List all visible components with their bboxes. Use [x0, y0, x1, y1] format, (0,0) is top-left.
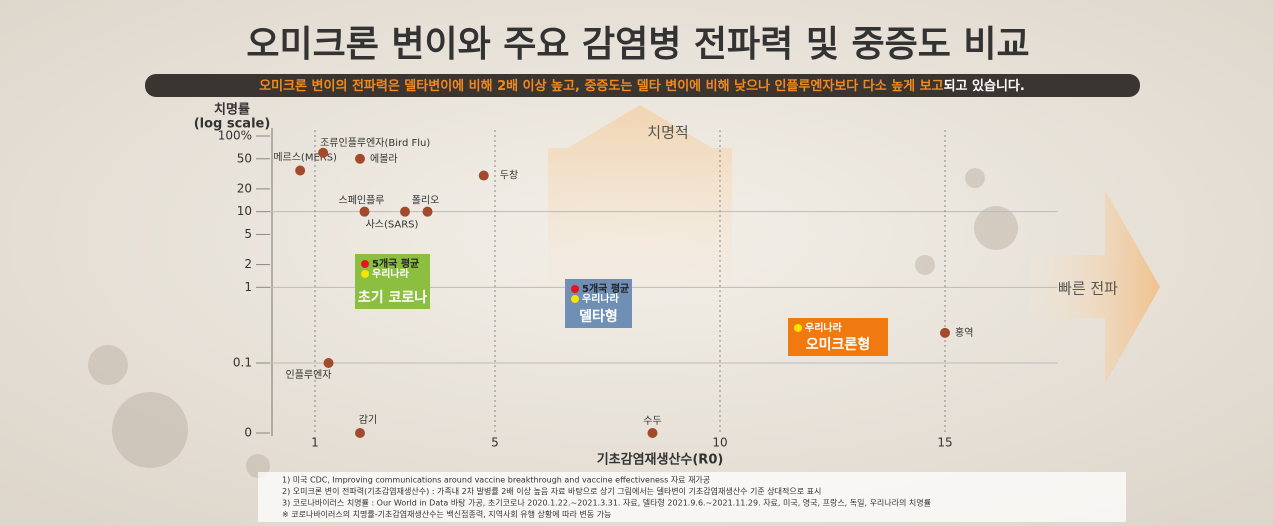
footnote: 2) 오미크론 변이 전파력(기초감염재생산수) : 가족내 2차 발병률 2배… — [282, 486, 821, 496]
y-axis-title: 치명률 — [214, 102, 250, 118]
data-point — [355, 154, 365, 164]
x-tick-label: 10 — [712, 436, 727, 450]
point-label: 사스(SARS) — [366, 219, 419, 231]
data-point — [360, 207, 370, 217]
group-label: 오미크론형 — [806, 336, 870, 353]
chart: 오미크론 변이와 주요 감염병 전파력 및 중증도 비교 오미크론 변이의 전파… — [0, 0, 1273, 526]
data-point — [324, 358, 334, 368]
point-label: 홍역 — [955, 326, 973, 339]
y-tick-label: 2 — [244, 257, 252, 271]
group-label: 델타형 — [579, 308, 618, 325]
annotation-up: 치명적 — [647, 124, 688, 142]
y-tick-label: 0 — [244, 426, 252, 440]
data-point — [648, 428, 658, 438]
data-point — [423, 207, 433, 217]
y-tick-label: 1 — [244, 280, 252, 294]
y-tick-label: 5 — [244, 227, 252, 241]
point-label: 감기 — [359, 414, 377, 426]
point-label: 조류인플루엔자(Bird Flu) — [320, 137, 430, 149]
y-tick-label: 20 — [237, 181, 252, 195]
data-point — [295, 165, 305, 175]
footnote: 3) 코로나바이러스 치명률 : Our World in Data 바탕 가공… — [282, 498, 931, 508]
group-label: 초기 코로나 — [358, 290, 427, 306]
group-item-label: 우리나라 — [805, 321, 843, 334]
group-item-label: 우리나라 — [582, 292, 620, 305]
group-dot — [571, 285, 579, 293]
x-tick-label: 5 — [491, 436, 499, 450]
chart-title: 오미크론 변이와 주요 감염병 전파력 및 중증도 비교 — [246, 24, 1029, 65]
x-axis-title: 기초감염재생산수(R0) — [597, 452, 724, 468]
subtitle: 오미크론 변이의 전파력은 델타변이에 비해 2배 이상 높고, 중증도는 델타… — [259, 78, 1025, 94]
y-tick-label: 10 — [237, 204, 252, 218]
footnote: 1) 미국 CDC, Improving communications arou… — [282, 476, 710, 485]
x-tick-label: 15 — [937, 436, 952, 450]
y-tick-label: 100% — [218, 128, 252, 142]
point-label: 두창 — [500, 170, 518, 182]
y-tick-label: 50 — [237, 151, 252, 165]
x-tick-label: 1 — [311, 436, 319, 450]
data-point — [400, 207, 410, 217]
point-label: 수두 — [643, 415, 661, 427]
data-point — [355, 428, 365, 438]
annotation-right: 빠른 전파 — [1058, 280, 1118, 298]
subtitle-highlight: 오미크론 변이의 전파력은 델타변이에 비해 2배 이상 높고, 중증도는 델타… — [259, 78, 943, 94]
group-dot — [361, 260, 369, 268]
data-point — [318, 148, 328, 158]
point-label: 폴리오 — [412, 195, 440, 207]
footnote: ※ 코로나바이러스의 치명률-기초감염재생산수는 백신접종력, 지역사회 유행 … — [282, 509, 611, 519]
data-point — [940, 328, 950, 338]
group-dot — [571, 295, 579, 303]
point-label: 인플루엔자 — [286, 369, 332, 381]
group-dot — [361, 270, 369, 278]
point-label: 에볼라 — [370, 153, 398, 165]
data-point — [479, 171, 489, 181]
point-label: 스페인플루 — [339, 195, 385, 207]
page: {"chart_data": { "type": "scatter", "tit… — [0, 0, 1273, 526]
group-item-label: 우리나라 — [372, 267, 410, 280]
group-dot — [794, 324, 802, 332]
y-tick-label: 0.1 — [233, 356, 252, 370]
subtitle-rest: 되고 있습니다. — [944, 78, 1025, 94]
